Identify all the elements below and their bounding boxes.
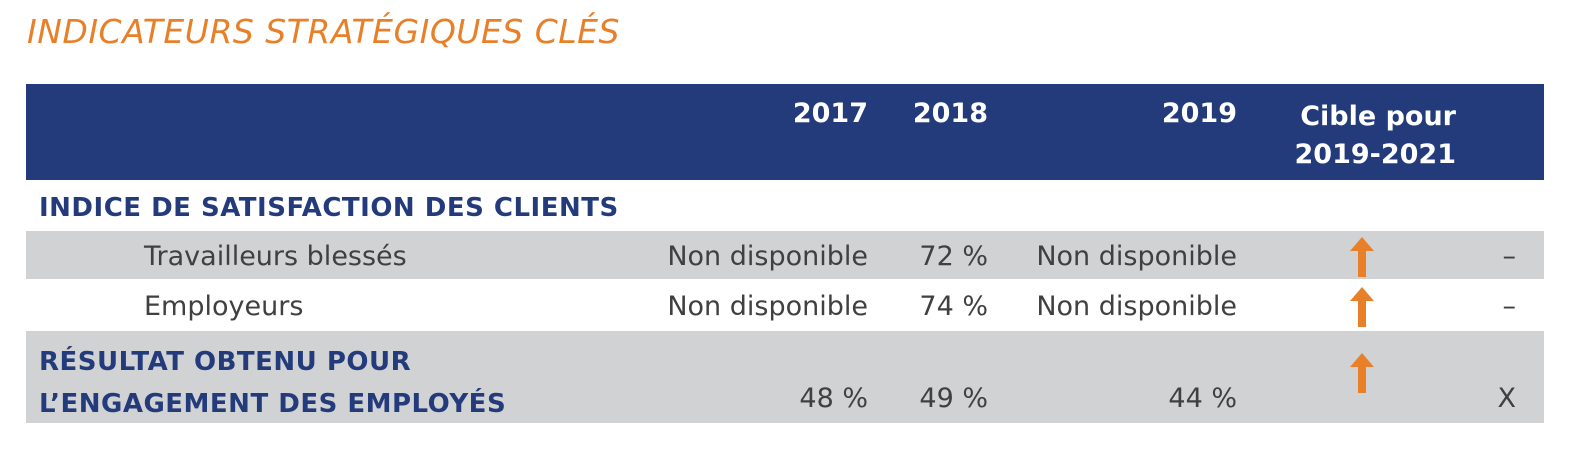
up-arrow-icon <box>1350 353 1374 393</box>
table-row: RÉSULTAT OBTENU POUR L’ENGAGEMENT DES EM… <box>26 331 1544 423</box>
table-header: 2017 2018 2019 Cible pour 2019-2021 <box>26 84 1544 180</box>
header-target-line1: Cible pour <box>1300 101 1456 132</box>
row-label: Travailleurs blessés <box>144 241 407 272</box>
header-2017: 2017 <box>792 98 868 129</box>
header-2019: 2019 <box>1161 98 1237 129</box>
row-label: Employeurs <box>144 291 304 322</box>
cell-2018: 49 % <box>919 383 988 414</box>
up-arrow-icon <box>1350 287 1374 327</box>
section-title: INDICE DE SATISFACTION DES CLIENTS <box>39 193 619 223</box>
up-arrow-icon <box>1350 237 1374 277</box>
cell-2018: 74 % <box>919 291 988 322</box>
engagement-label-line1: RÉSULTAT OBTENU POUR <box>39 347 412 377</box>
cell-2018: 72 % <box>919 241 988 272</box>
cell-last: – <box>1502 291 1517 322</box>
cell-2017: Non disponible <box>667 291 868 322</box>
page-title: INDICATEURS STRATÉGIQUES CLÉS <box>27 12 620 51</box>
cell-2017: 48 % <box>799 383 868 414</box>
header-target-line2: 2019-2021 <box>1294 139 1457 170</box>
engagement-label: RÉSULTAT OBTENU POUR L’ENGAGEMENT DES EM… <box>39 341 506 425</box>
engagement-label-line2: L’ENGAGEMENT DES EMPLOYÉS <box>39 389 507 419</box>
cell-2017: Non disponible <box>667 241 868 272</box>
cell-2019: Non disponible <box>1036 291 1237 322</box>
table-row: Travailleurs blessés Non disponible 72 %… <box>26 231 1544 279</box>
header-2018: 2018 <box>912 98 988 129</box>
header-target: Cible pour 2019-2021 <box>1295 98 1457 174</box>
cell-2019: 44 % <box>1168 383 1237 414</box>
cell-2019: Non disponible <box>1036 241 1237 272</box>
cell-last: – <box>1502 241 1517 272</box>
cell-last: X <box>1497 383 1517 414</box>
table-row: Employeurs Non disponible 74 % Non dispo… <box>26 281 1544 329</box>
